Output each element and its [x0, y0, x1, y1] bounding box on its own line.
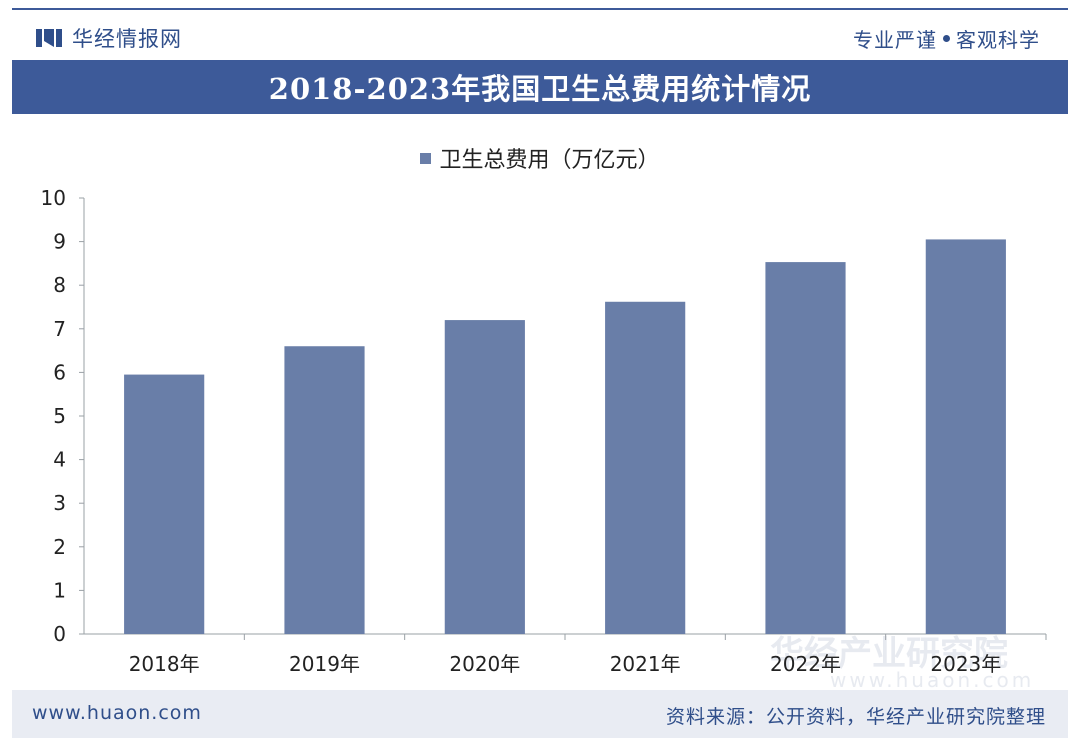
footer: www.huaon.com 资料来源：公开资料，华经产业研究院整理 — [12, 690, 1068, 738]
brand-logo-icon — [36, 27, 62, 49]
bar — [605, 301, 686, 634]
legend: 卫生总费用（万亿元） — [0, 142, 1080, 174]
legend-label: 卫生总费用（万亿元） — [439, 148, 660, 173]
slogan-left: 专业严谨 — [853, 27, 937, 52]
title-bar: 2018-2023年我国卫生总费用统计情况 — [12, 60, 1068, 114]
y-tick-label: 6 — [53, 360, 66, 384]
slogan-dot-icon — [943, 34, 950, 42]
bar — [765, 262, 846, 634]
y-tick-label: 1 — [53, 578, 66, 602]
chart-svg: 0 1 2 3 4 5 6 7 8 9 10 2018年 2019年 2020年 2021年 2022年 202… — [41, 186, 1047, 676]
slogan-right: 客观科学 — [956, 27, 1040, 52]
x-tick-label: 2018年 — [129, 652, 200, 676]
y-tick-label: 2 — [53, 535, 66, 559]
x-tick-label: 2021年 — [610, 652, 681, 676]
chart-title: 2018-2023年我国卫生总费用统计情况 — [268, 72, 812, 106]
x-tick-label: 2022年 — [770, 652, 841, 676]
bar — [444, 320, 525, 634]
bar — [284, 346, 365, 634]
y-tick-label: 8 — [53, 273, 66, 297]
bar — [925, 239, 1006, 635]
chart: 0 1 2 3 4 5 6 7 8 9 10 2018年 2019年 2020年 2021年 2022年 202… — [0, 120, 1080, 692]
legend-swatch — [420, 152, 432, 164]
x-tick-label: 2023年 — [930, 652, 1001, 676]
brand-name: 华经情报网 — [72, 27, 182, 51]
bar — [124, 374, 205, 634]
x-tick-label: 2019年 — [289, 652, 360, 676]
y-tick-label: 0 — [53, 622, 66, 646]
y-tick-label: 10 — [41, 186, 66, 210]
y-tick-label: 9 — [53, 230, 66, 254]
footer-source: 资料来源：公开资料，华经产业研究院整理 — [665, 706, 1046, 728]
footer-site-link[interactable]: www.huaon.com — [32, 702, 202, 724]
y-tick-label: 7 — [53, 317, 66, 341]
y-tick-label: 4 — [53, 448, 66, 472]
header-rule — [12, 8, 1068, 10]
x-tick-label: 2020年 — [449, 652, 520, 676]
slogan: 专业严谨 客观科学 — [853, 20, 1040, 56]
y-tick-label: 3 — [53, 491, 66, 515]
brand: 华经情报网 — [36, 20, 182, 56]
y-tick-label: 5 — [53, 404, 66, 428]
